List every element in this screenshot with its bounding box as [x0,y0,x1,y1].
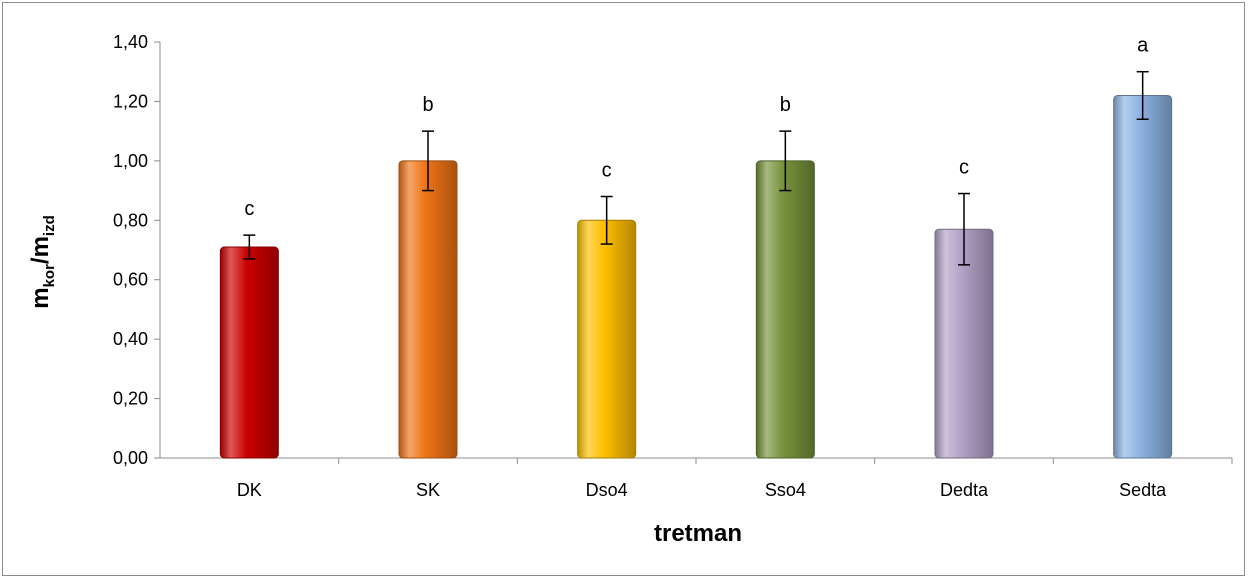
bar-sedta [1113,94,1173,459]
significance-label: b [780,94,791,116]
x-axis-title: tretman [654,520,742,547]
y-tick-label: 1,20 [113,91,148,111]
y-tick-label: 1,00 [113,151,148,171]
significance-label: c [602,160,612,182]
bar-sso4 [755,160,815,459]
significance-label: c [959,157,969,179]
y-tick-label: 1,40 [113,32,148,52]
y-tick-label: 0,40 [113,329,148,349]
y-tick-label: 0,20 [113,389,148,409]
y-axis: 0,00 0,20 0,40 0,60 0,80 1,00 1,20 1,40 [113,32,161,468]
x-tick-label: DK [237,480,262,500]
x-tick-label: Dso4 [586,480,628,500]
bar-dk [219,246,279,459]
significance-label: b [422,94,433,116]
y-tick-label: 0,00 [113,448,148,468]
x-tick-label: SK [416,480,440,500]
bars: c b c b c a [219,35,1173,459]
x-tick-label: Sedta [1119,480,1167,500]
bar-dso4 [577,219,637,459]
significance-label: a [1137,35,1149,57]
y-tick-label: 0,60 [113,270,148,290]
significance-label: c [244,198,254,220]
bar-sk [398,160,458,459]
y-tick-label: 0,80 [113,210,148,230]
x-axis: DK SK Dso4 Sso4 Dedta Sedta [160,457,1233,500]
x-tick-label: Dedta [940,480,989,500]
y-axis-title: mkor/mizd [27,215,58,309]
x-tick-label: Sso4 [765,480,806,500]
